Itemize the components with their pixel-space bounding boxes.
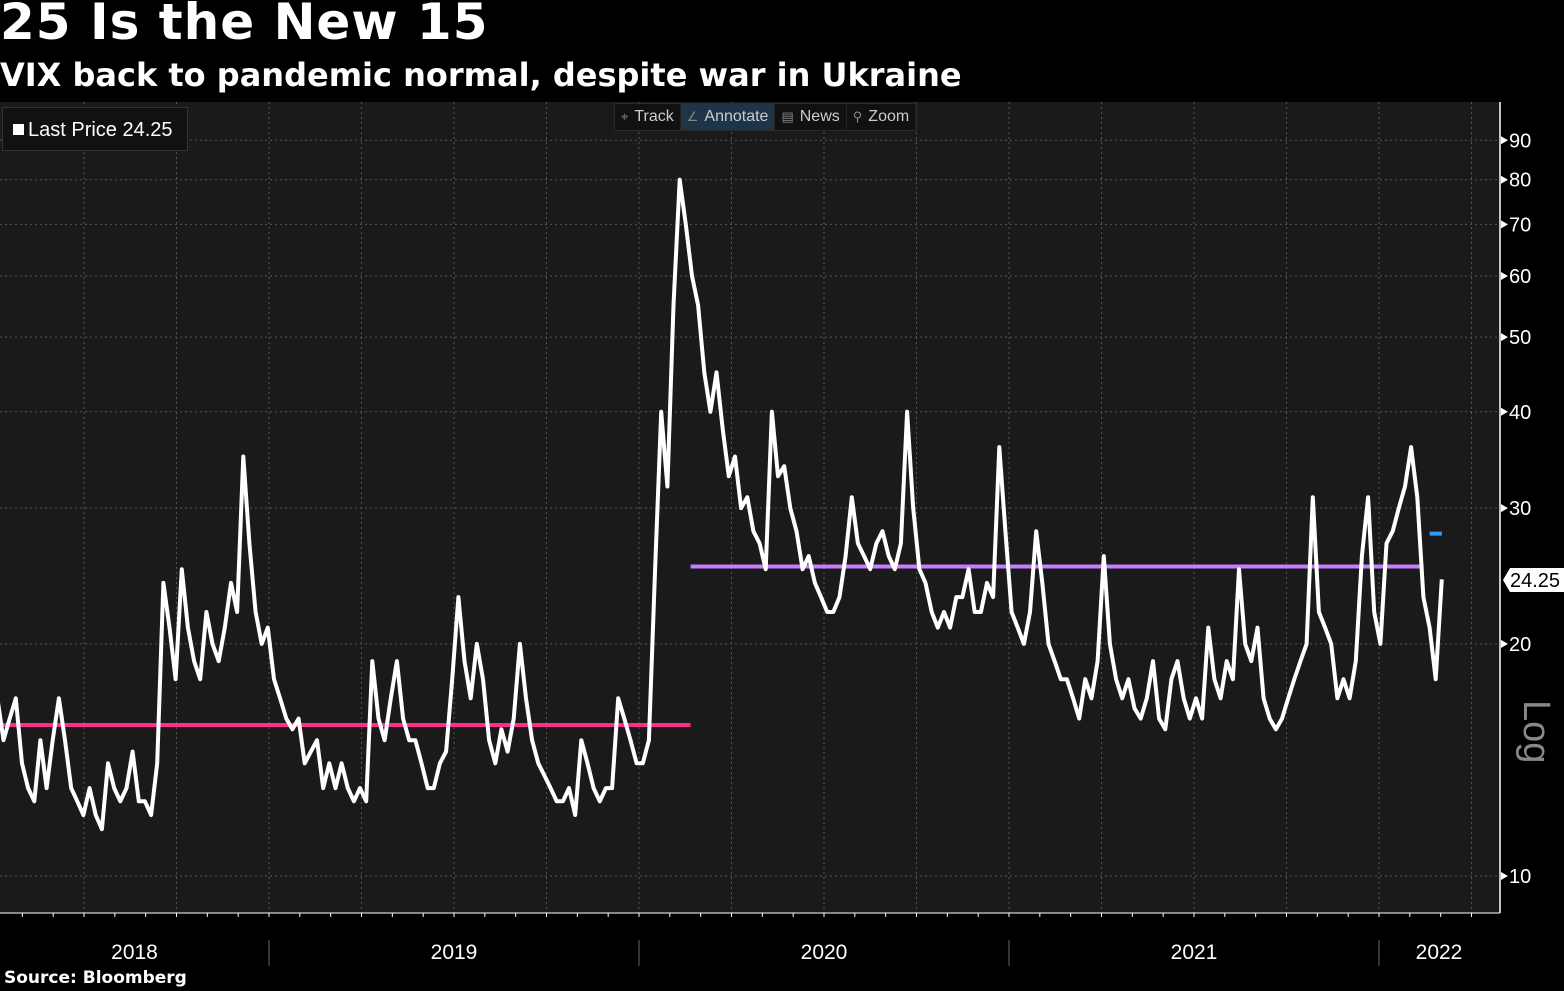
chart-toolbar: ⌖ Track ∠ Annotate ▤ News ⚲ Zoom bbox=[614, 103, 918, 131]
y-tick-label: 60 bbox=[1509, 266, 1531, 288]
pencil-icon: ∠ bbox=[686, 109, 699, 124]
zoom-button[interactable]: ⚲ Zoom bbox=[847, 104, 917, 130]
y-tick bbox=[1501, 504, 1508, 513]
news-label: News bbox=[799, 108, 840, 125]
y-tick-label: 50 bbox=[1509, 327, 1531, 349]
zoom-icon: ⚲ bbox=[852, 109, 863, 124]
zoom-label: Zoom bbox=[868, 108, 910, 125]
crosshair-icon: ⌖ bbox=[621, 109, 629, 124]
y-tick-label: 90 bbox=[1509, 130, 1531, 152]
y-tick bbox=[1501, 333, 1508, 342]
x-tick-label: 2020 bbox=[801, 941, 848, 964]
x-tick-label: 2019 bbox=[431, 941, 478, 964]
x-axis: 2018 2019 2020 2021 2022 bbox=[21, 913, 1472, 966]
vix-line bbox=[0, 177, 1444, 832]
y-axis: 10 20 30 40 50 60 70 80 90 bbox=[1501, 130, 1531, 888]
track-label: Track bbox=[634, 108, 674, 125]
y-tick bbox=[1501, 136, 1508, 145]
log-scale-label: Log bbox=[1515, 700, 1557, 764]
y-tick bbox=[1501, 872, 1508, 880]
news-icon: ▤ bbox=[781, 109, 794, 124]
annotate-button[interactable]: ∠ Annotate bbox=[680, 104, 776, 130]
y-tick bbox=[1501, 407, 1508, 416]
track-button[interactable]: ⌖ Track bbox=[615, 104, 681, 130]
y-tick-label: 70 bbox=[1509, 214, 1531, 236]
news-button[interactable]: ▤ News bbox=[775, 104, 847, 130]
x-tick-label: 2022 bbox=[1416, 941, 1463, 964]
y-tick bbox=[1501, 175, 1508, 184]
chart-title: 25 Is the New 15 bbox=[0, 0, 489, 51]
x-tick-label: 2021 bbox=[1171, 941, 1218, 964]
y-tick bbox=[1501, 220, 1508, 229]
legend-label: Last Price 24.25 bbox=[28, 119, 173, 141]
chart-subtitle: VIX back to pandemic normal, despite war… bbox=[0, 56, 962, 94]
legend: Last Price 24.25 bbox=[2, 107, 188, 151]
legend-swatch bbox=[13, 124, 24, 135]
y-tick-label: 40 bbox=[1509, 402, 1531, 424]
y-tick-label: 30 bbox=[1509, 498, 1531, 520]
last-price-marker: 24.25 bbox=[1503, 568, 1564, 592]
x-tick-label: 2018 bbox=[111, 941, 158, 964]
source-note: Source: Bloomberg bbox=[0, 966, 1564, 989]
y-tick-label: 20 bbox=[1509, 634, 1531, 656]
y-tick-label: 10 bbox=[1509, 866, 1531, 888]
y-tick bbox=[1501, 272, 1508, 281]
annotate-label: Annotate bbox=[704, 108, 769, 125]
y-tick bbox=[1501, 639, 1508, 648]
last-price-tag bbox=[1503, 568, 1564, 592]
grid bbox=[0, 102, 1500, 913]
last-price-value: 24.25 bbox=[1510, 570, 1560, 592]
y-tick-label: 80 bbox=[1509, 170, 1531, 192]
